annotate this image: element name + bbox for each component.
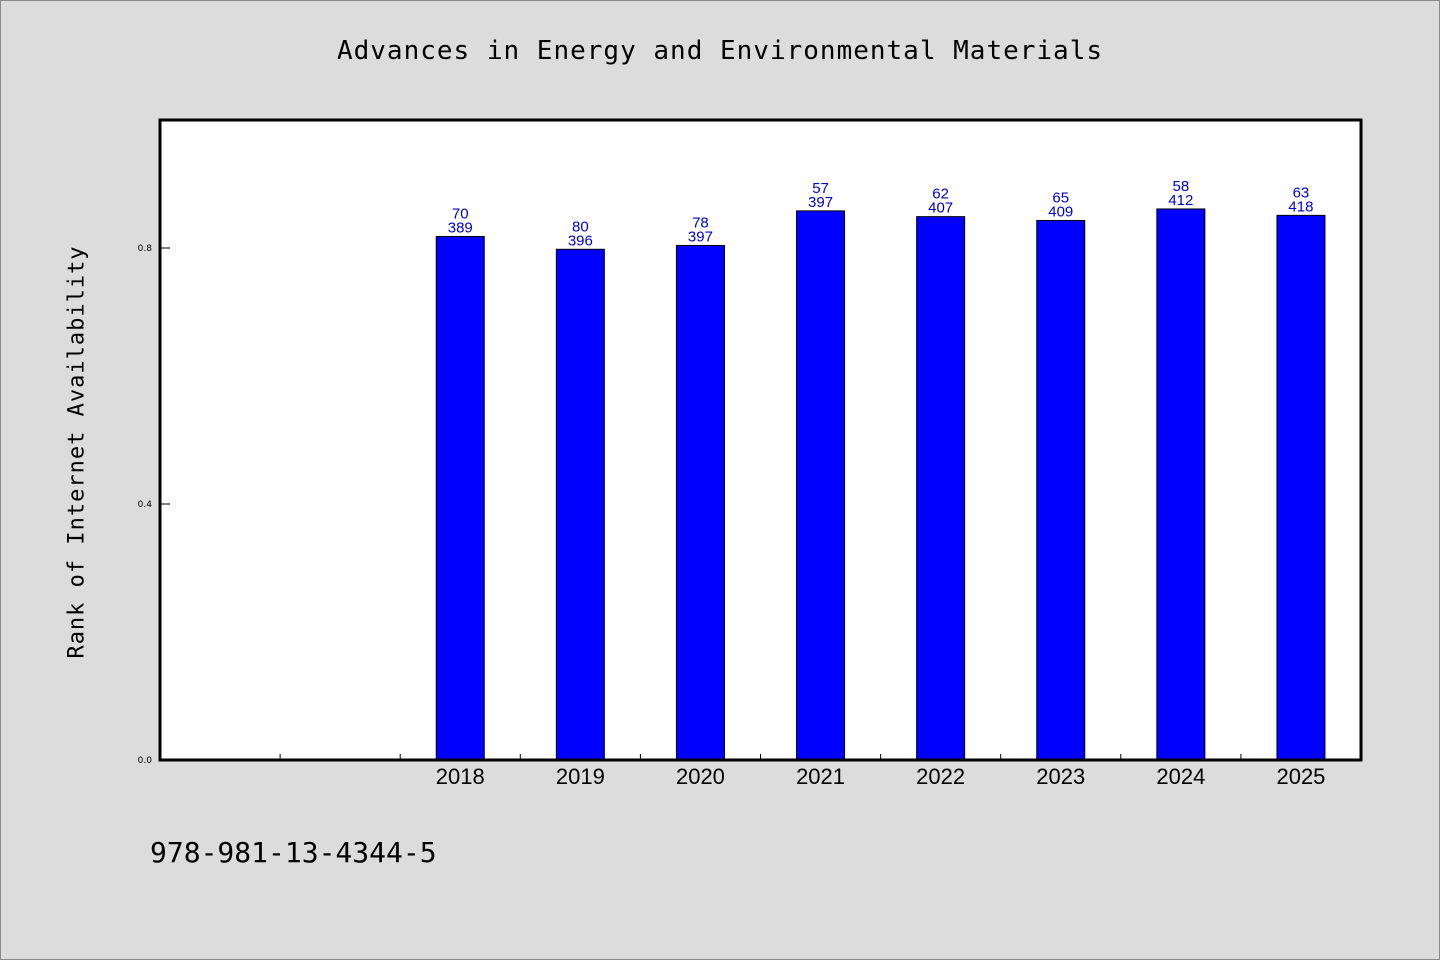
bar-2022 [916, 216, 966, 761]
data-label-bottom-2025: 418 [1288, 198, 1313, 215]
data-label-bottom-2021: 397 [808, 194, 833, 211]
x-tick-label-2019: 2019 [556, 764, 605, 789]
x-tick-label-2020: 2020 [676, 764, 725, 789]
data-label-top-2024: 58 [1173, 178, 1190, 195]
data-label-top-2020: 78 [692, 214, 709, 231]
x-tick-label-2025: 2025 [1276, 764, 1325, 789]
data-label-bottom-2018: 389 [448, 219, 473, 236]
x-tick-label-2024: 2024 [1156, 764, 1205, 789]
x-tick-label-2018: 2018 [436, 764, 485, 789]
bar-2025 [1276, 214, 1326, 761]
bar-2019 [555, 248, 605, 761]
bar-2024 [1156, 208, 1206, 761]
bar-2023 [1036, 219, 1086, 761]
data-label-top-2019: 80 [572, 218, 589, 235]
data-label-top-2022: 62 [932, 186, 949, 203]
data-label-top-2021: 57 [812, 180, 829, 197]
bar-2020 [675, 244, 725, 761]
data-label-bottom-2019: 396 [568, 232, 593, 249]
y-tick-label-0.0: 0.0 [138, 756, 153, 766]
data-label-top-2025: 63 [1293, 184, 1310, 201]
x-tick-label-2023: 2023 [1036, 764, 1085, 789]
plot-border [158, 118, 1363, 762]
data-label-bottom-2024: 412 [1168, 192, 1193, 209]
bar-2018 [435, 235, 485, 761]
data-label-bottom-2023: 409 [1048, 203, 1073, 220]
y-tick-label-0.4: 0.4 [138, 500, 153, 510]
data-label-top-2018: 70 [452, 205, 469, 222]
y-tick-label-0.8: 0.8 [138, 244, 153, 254]
data-label-bottom-2022: 407 [928, 200, 953, 217]
data-label-bottom-2020: 397 [688, 228, 713, 245]
data-label-top-2023: 65 [1052, 189, 1069, 206]
isbn-footer: 978-981-13-4344-5 [150, 836, 437, 869]
x-tick-label-2021: 2021 [796, 764, 845, 789]
bar-2021 [796, 210, 846, 761]
chart-title: Advances in Energy and Environmental Mat… [336, 36, 1104, 66]
x-tick-label-2022: 2022 [916, 764, 965, 789]
